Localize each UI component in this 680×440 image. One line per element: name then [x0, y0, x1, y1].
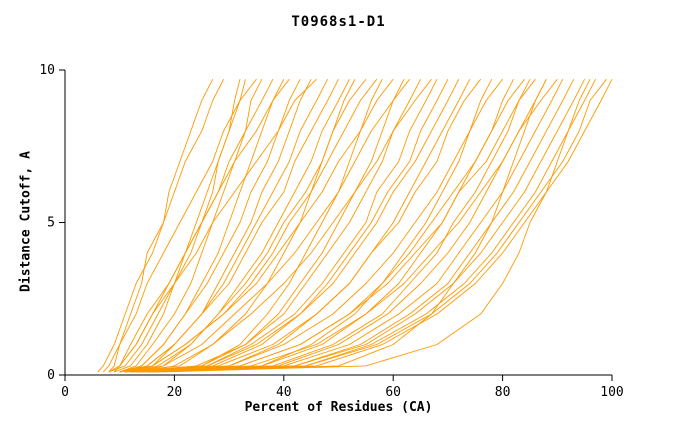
model-curve [108, 79, 241, 373]
y-tick-label: 10 [39, 63, 55, 78]
model-curve [119, 78, 263, 373]
model-curve [141, 78, 432, 373]
model-curve [147, 78, 607, 373]
y-tick-label: 0 [47, 368, 55, 383]
x-tick-label: 100 [600, 385, 623, 400]
model-curve [119, 78, 301, 373]
model-curve [130, 78, 547, 373]
model-curve [130, 78, 438, 373]
model-curve [125, 78, 460, 373]
model-curve [163, 78, 591, 373]
model-curve [152, 78, 547, 373]
model-curve [108, 78, 274, 373]
x-tick-label: 0 [61, 385, 69, 400]
model-curve [125, 78, 421, 373]
model-curve [152, 78, 558, 373]
y-tick-label: 5 [47, 216, 55, 231]
x-tick-label: 60 [385, 385, 401, 400]
model-curve [119, 78, 339, 373]
x-axis-label: Percent of Residues (CA) [244, 400, 433, 415]
model-curve [136, 78, 564, 373]
model-curve [136, 78, 493, 373]
model-curve [130, 78, 312, 373]
model-curve [97, 78, 225, 373]
model-curve [130, 78, 410, 373]
model-curve [113, 78, 290, 373]
plot-title: T0968s1-D1 [291, 14, 386, 30]
model-curve [130, 78, 482, 373]
model-curve [125, 78, 378, 373]
model-curve [141, 78, 586, 373]
x-tick-label: 80 [495, 385, 511, 400]
model-curve [141, 78, 536, 373]
model-curve [141, 78, 383, 373]
model-curve [141, 78, 503, 373]
model-curve [119, 78, 356, 373]
model-curve [130, 78, 514, 373]
model-curve [147, 78, 471, 373]
model-curve [157, 78, 613, 373]
model-curve [113, 78, 317, 373]
model-curve [152, 78, 596, 373]
x-tick-label: 40 [276, 385, 292, 400]
model-curve [136, 78, 350, 373]
model-curve [147, 78, 575, 373]
x-tick-label: 20 [167, 385, 183, 400]
model-curve [114, 79, 246, 373]
model-curve [136, 78, 449, 373]
model-curve [108, 78, 214, 373]
model-curve [102, 78, 257, 373]
model-curve [119, 78, 394, 373]
model-curve [130, 78, 367, 373]
